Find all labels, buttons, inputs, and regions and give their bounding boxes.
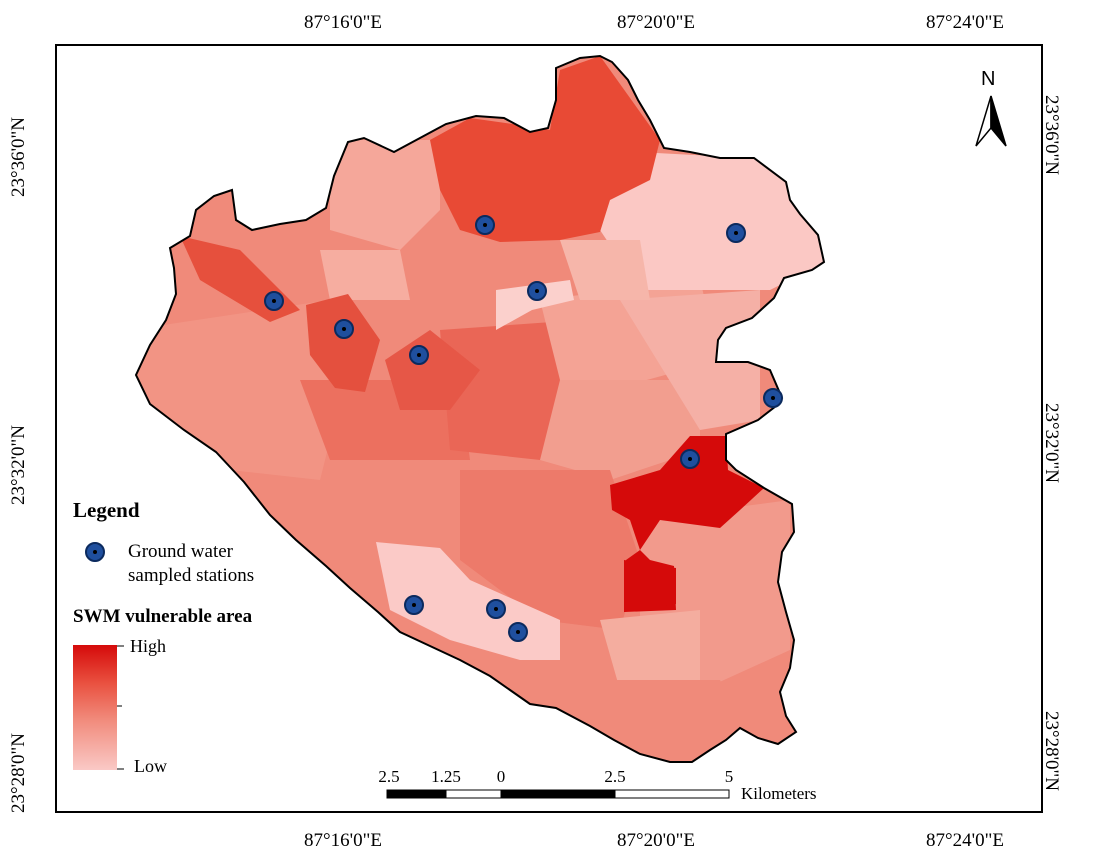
zone-west-high (306, 294, 380, 392)
station-marker[interactable] (726, 223, 746, 243)
legend-station-label-line2: sampled stations (128, 565, 255, 586)
zone-north-west-light (330, 140, 440, 250)
legend-high-label: High (130, 636, 166, 656)
north-label: N (981, 68, 996, 90)
scale-bar (386, 789, 730, 799)
station-marker[interactable] (404, 595, 424, 615)
zone-northwest-light (320, 250, 410, 300)
zone-center-low (496, 280, 574, 330)
zone-south-pale (600, 610, 700, 700)
station-marker[interactable] (475, 215, 495, 235)
scale-label-5: 5 (724, 767, 734, 786)
zone-north-high (430, 56, 660, 242)
station-marker[interactable] (680, 449, 700, 469)
station-marker[interactable] (409, 345, 429, 365)
legend-station-label-line1: Ground water (128, 541, 233, 562)
zone-east-very-high-lobe (624, 560, 676, 612)
zone-east-pale (620, 290, 760, 430)
station-marker[interactable] (486, 599, 506, 619)
scale-label-4: 2.5 (604, 767, 626, 786)
lon-label-bottom-1: 87°16'0"E (304, 830, 382, 851)
lon-label-top-2: 87°20'0"E (617, 12, 695, 33)
map-frame (55, 44, 1043, 813)
station-marker[interactable] (334, 319, 354, 339)
legend-color-ramp (73, 645, 117, 770)
zone-northeast-low (600, 150, 824, 290)
lon-label-bottom-3: 87°24'0"E (926, 830, 1004, 851)
zone-east-light (540, 380, 700, 480)
lon-label-bottom-2: 87°20'0"E (617, 830, 695, 851)
zone-central-high (385, 330, 480, 410)
legend-title: Legend (73, 498, 140, 522)
region-boundary (134, 54, 826, 763)
legend-ramp-title: SWM vulnerable area (73, 606, 253, 627)
station-marker[interactable] (264, 291, 284, 311)
station-marker[interactable] (763, 388, 783, 408)
legend-station-icon (85, 542, 105, 562)
zone-central (440, 320, 580, 460)
zone-north-central-light (560, 240, 650, 300)
scale-unit-label: Kilometers (741, 784, 817, 803)
vulnerability-zones (136, 56, 824, 762)
lon-label-top-1: 87°16'0"E (304, 12, 382, 33)
scale-label-1: 2.5 (378, 767, 400, 786)
lon-label-top-3: 87°24'0"E (926, 12, 1004, 33)
station-marker[interactable] (527, 281, 547, 301)
scale-label-2: 1.25 (431, 767, 461, 786)
north-arrow-icon (975, 95, 1007, 147)
legend-low-label: Low (134, 756, 167, 776)
station-marker[interactable] (508, 622, 528, 642)
scale-label-3: 0 (496, 767, 506, 786)
legend-station-label: Ground water sampled stations (128, 540, 254, 588)
zone-south-center (460, 470, 640, 630)
station-markers (264, 215, 783, 642)
